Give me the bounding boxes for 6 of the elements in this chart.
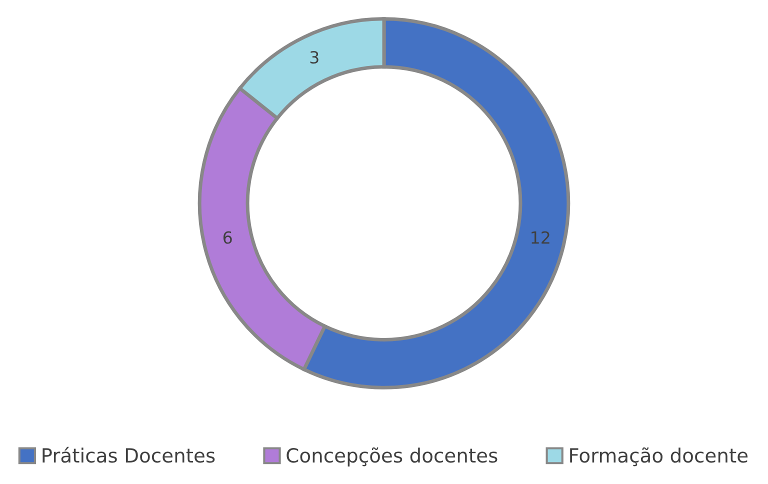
data-label: 3 (310, 50, 318, 64)
legend-label: Concepções docentes (286, 447, 498, 466)
data-label: 12 (532, 231, 550, 244)
legend-label: Formação docente (570, 447, 748, 466)
data-label: 6 (223, 231, 232, 244)
legend-label: Práticas Docentes (42, 446, 215, 463)
